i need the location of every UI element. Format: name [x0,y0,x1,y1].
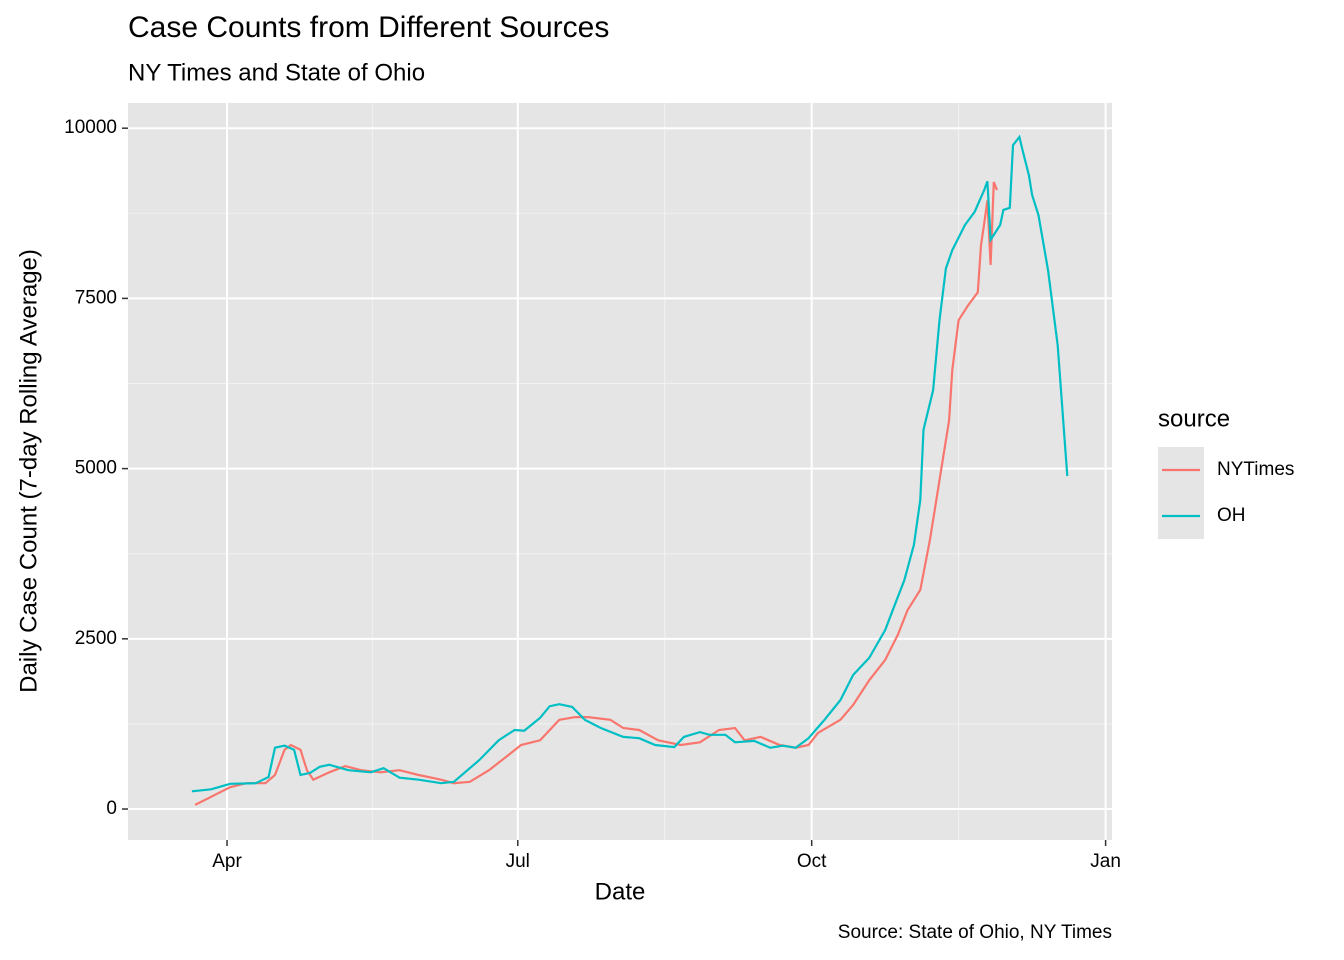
y-tick-label: 10000 [64,117,117,138]
x-axis-label: Date [595,878,646,905]
x-tick-label: Oct [797,851,827,872]
y-tick-label: 5000 [75,458,117,479]
chart-title: Case Counts from Different Sources [128,11,609,44]
chart-subtitle: NY Times and State of Ohio [128,59,425,86]
caption: Source: State of Ohio, NY Times [838,922,1112,943]
y-tick-label: 2500 [75,628,117,649]
line [194,181,999,806]
legend-title: source [1158,405,1230,432]
y-tick-label: 7500 [75,287,117,308]
legend-label: NYTimes [1217,459,1294,480]
y-axis-label: Daily Case Count (7-day Rolling Average) [15,249,42,693]
panel [128,103,1112,840]
y-tick-label: 0 [106,798,117,819]
x-tick-label: Jul [506,851,530,872]
legend-label: OH [1217,505,1246,526]
x-tick-label: Jan [1090,851,1121,872]
line [191,134,1069,793]
x-tick-label: Apr [212,851,242,872]
